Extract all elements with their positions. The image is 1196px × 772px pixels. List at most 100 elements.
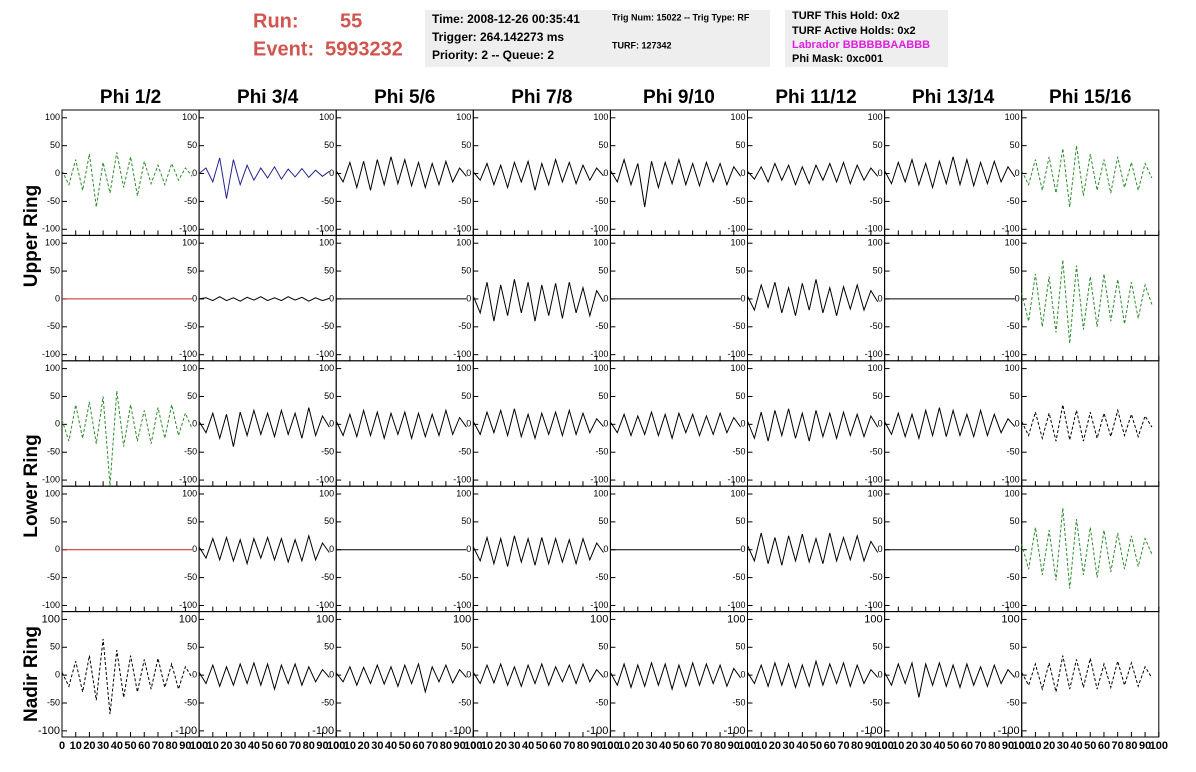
y-tick-label: 100 [730,112,745,122]
y-tick-label: 0 [603,168,608,178]
waveform [1021,655,1153,693]
y-tick-label: 0 [878,168,883,178]
y-tick-label: 50 [873,265,883,275]
y-tick-label: 0 [603,419,608,429]
y-tick-label: -50 [321,321,334,331]
x-tick-label: 20 [83,740,95,752]
event-value: 5993232 [325,38,403,60]
y-tick-label: -100 [316,349,334,359]
y-tick-label: 100 [456,488,471,498]
y-tick-label: 50 [461,642,471,652]
y-tick-label: -50 [732,447,745,457]
x-tick-label: 100 [190,740,208,752]
x-tick-label: 60 [275,740,287,752]
y-tick-label: 50 [1010,265,1020,275]
y-tick-label: 50 [187,516,197,526]
y-tick-label: 100 [868,363,883,373]
y-tick-label: 0 [466,168,471,178]
waveform [472,662,604,688]
x-tick-label: 50 [810,740,822,752]
y-tick-label: -100 [316,224,334,234]
y-tick-label: 50 [1010,391,1020,401]
y-tick-label: 0 [466,544,471,554]
y-tick-label: -100 [453,224,471,234]
x-tick-label: 60 [138,740,150,752]
y-tick-label: -50 [184,572,197,582]
y-tick-label: 50 [324,516,334,526]
y-tick-label: -50 [732,697,745,707]
y-tick-label: 100 [182,363,197,373]
y-tick-label: 100 [45,488,60,498]
x-tick-label: 100 [875,740,893,752]
x-tick-label: 50 [673,740,685,752]
y-tick-label: -50 [321,572,334,582]
info-line: Labrador BBBBBBAABBB [792,39,930,51]
ring-label: Upper Ring [21,185,42,287]
waveform [747,279,879,316]
x-tick-label: 90 [865,740,877,752]
y-tick-label: -100 [453,349,471,359]
y-tick-label: -100 [312,725,334,737]
y-tick-label: 100 [593,112,608,122]
x-tick-label: 90 [591,740,603,752]
y-tick-label: 50 [1010,140,1020,150]
x-tick-label: 70 [974,740,986,752]
waveform [747,532,879,566]
y-tick-label: 0 [55,293,60,303]
x-tick-label: 40 [385,740,397,752]
x-tick-label: 100 [464,740,482,752]
y-tick-label: 100 [316,613,334,625]
y-tick-label: 50 [461,140,471,150]
y-tick-label: 50 [187,140,197,150]
y-tick-label: -100 [727,600,745,610]
y-tick-label: 0 [740,670,745,680]
run-label: Run: [253,10,299,32]
y-tick-label: -50 [47,447,60,457]
y-tick-label: -50 [595,572,608,582]
y-tick-label: -100 [449,725,471,737]
y-tick-label: -100 [727,224,745,234]
x-tick-label: 30 [1057,740,1069,752]
y-tick-label: 0 [740,419,745,429]
x-tick-label: 60 [412,740,424,752]
y-tick-label: -100 [316,474,334,484]
y-tick-label: 50 [735,140,745,150]
waveform [609,661,742,691]
x-tick-label: 80 [851,740,863,752]
y-tick-label: 100 [42,613,60,625]
x-tick-label: 80 [440,740,452,752]
y-tick-label: -100 [865,600,883,610]
waveform [335,408,467,441]
column-title: Phi 9/10 [643,87,715,108]
column-title: Phi 1/2 [100,87,161,108]
y-tick-label: -100 [590,349,608,359]
x-tick-label: 0 [196,740,202,752]
y-tick-label: -50 [595,447,608,457]
x-tick-label: 100 [327,740,345,752]
y-tick-label: -50 [47,572,60,582]
y-tick-label: 50 [187,391,197,401]
y-tick-label: -50 [47,697,60,707]
column-title: Phi 11/12 [775,87,856,108]
info-line: TURF Active Holds: 0x2 [792,25,916,37]
x-tick-label: 60 [1098,740,1110,752]
y-tick-label: 50 [598,140,608,150]
y-tick-label: 100 [45,363,60,373]
waveform [747,160,879,187]
y-tick-label: -50 [870,196,883,206]
y-tick-label: 0 [603,670,608,680]
x-tick-label: 10 [344,740,356,752]
x-tick-label: 50 [262,740,274,752]
waveform [61,390,193,486]
y-tick-label: 0 [1015,670,1020,680]
y-tick-label: -50 [1007,196,1020,206]
y-tick-label: -50 [870,447,883,457]
y-tick-label: 100 [453,613,471,625]
y-tick-label: 50 [50,642,60,652]
y-tick-label: 100 [319,238,334,248]
y-tick-label: -100 [179,349,197,359]
y-tick-label: -50 [1007,321,1020,331]
column-title: Phi 3/4 [237,87,299,108]
y-tick-label: 50 [324,642,334,652]
y-tick-label: -100 [861,725,883,737]
